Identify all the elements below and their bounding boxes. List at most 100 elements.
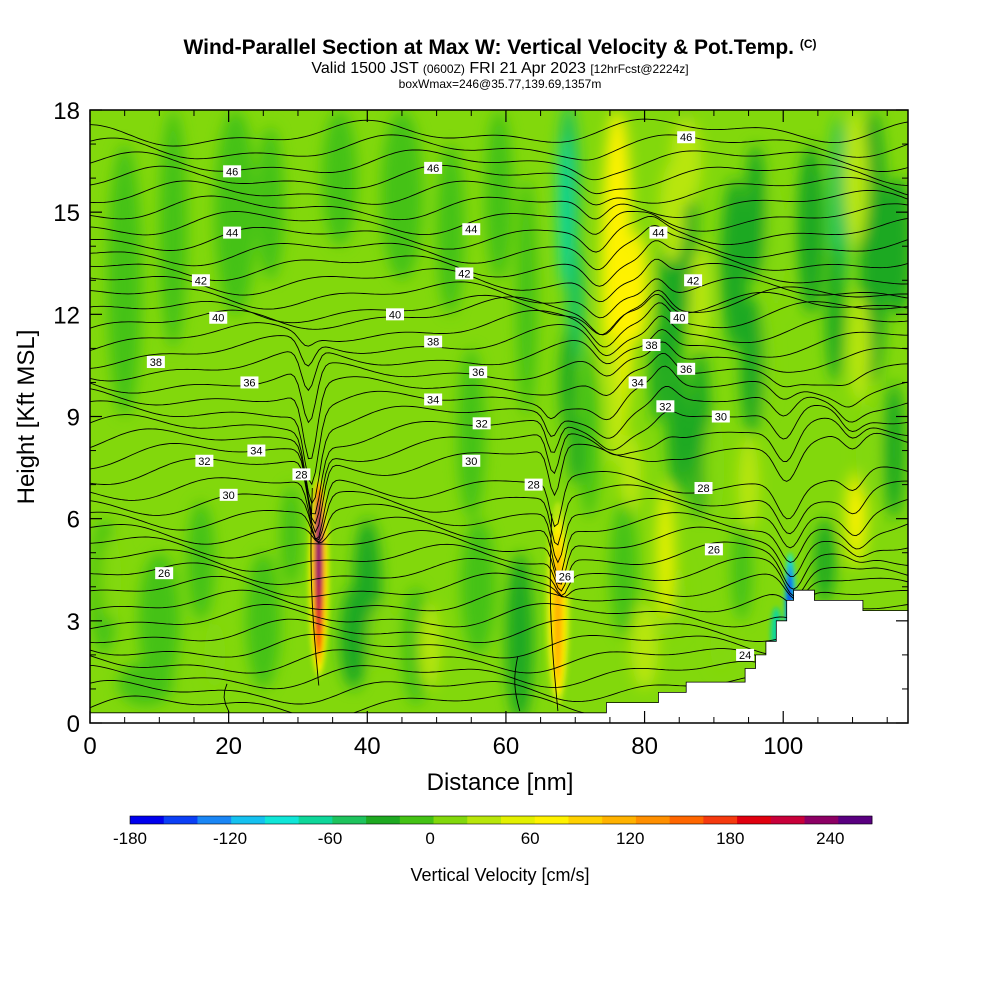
field-streak [245,552,281,689]
contour-label-text: 34 [250,446,262,458]
contour-label-text: 42 [195,275,207,287]
theta-contour [90,603,908,630]
theta-contour [90,134,908,161]
y-tick-label: 3 [67,609,80,636]
theta-contour [90,352,908,460]
contour-label: 26 [155,567,174,580]
contour-label: 36 [677,362,696,376]
contour-label-bg [195,454,214,467]
theta-contour [90,224,908,271]
contour-label-bg [386,308,405,321]
contour-label-bg [155,567,174,580]
contour-label: 40 [670,311,689,325]
contour-label-bg [555,570,574,583]
contour-label-bg [209,311,228,324]
contour-label: 24 [736,648,755,662]
contour-label-bg [146,356,165,369]
field-core [659,491,671,580]
colorbar: -180 -120 -60 0 60 120 180 240 [113,815,873,848]
theta-contour [90,258,908,303]
theta-contour [90,176,908,206]
colorbar-tick-label: 180 [716,829,744,848]
x-tick-label: 40 [354,733,381,760]
contour-label-text: 38 [427,337,439,349]
field-streak [457,348,486,519]
contour-label-bg [191,274,210,287]
colorbar-swatch [264,816,300,824]
contour-label-text: 46 [427,163,439,175]
field-streak [883,382,905,519]
contour-label-text: 40 [389,309,401,321]
chart-subtitle: Valid 1500 JST (0600Z) FRI 21 Apr 2023 [… [311,60,689,77]
colorbar-swatch [501,816,536,824]
contour-label-text: 34 [632,377,644,389]
contour-label-bg [694,482,713,495]
contour-label-text: 26 [559,572,571,584]
field-streak [117,661,174,706]
theta-contour [90,618,908,644]
box-max-info: boxWmax=246@35.77,139.69,1357m [398,77,602,91]
colorbar-frame [129,815,873,825]
field-core [689,246,711,349]
y-tick-label: 18 [53,98,80,125]
contour-label-text: 44 [652,228,664,240]
field-streak [381,110,423,281]
colorbar-swatch [838,816,873,824]
theta-contour [90,572,908,600]
theta-contour [90,432,908,534]
colorbar-swatch [433,816,468,824]
theta-contour-vertical [310,487,320,686]
field-streak [814,518,836,604]
contour-label-bg [670,311,689,324]
contour-label-text: 28 [697,483,709,495]
theta-contour [90,189,908,221]
colorbar-swatch [602,816,637,824]
colorbar-tick-label: -120 [213,829,247,848]
contour-label-bg [677,131,696,144]
theta-contour-vertical [514,656,521,712]
plot-area [90,110,908,723]
contour-label: 40 [209,311,228,325]
field-core [826,246,845,383]
contour-label: 34 [424,393,443,406]
contour-label: 44 [462,223,481,236]
contour-label-bg [455,267,474,280]
field-streak [256,127,285,281]
contour-label-bg [656,400,675,413]
field-streak [204,620,226,689]
colorbar-swatch [534,816,569,824]
contour-label-bg [292,468,311,481]
field-streak [419,603,441,689]
contour-label-bg [472,417,491,430]
contour-label-text: 30 [223,490,235,502]
contour-label-bg [677,362,696,375]
field-streak [505,552,534,723]
x-tick-label: 100 [763,733,803,760]
theta-contour [90,315,908,369]
x-axis-label: Distance [nm] [427,769,574,796]
terrain-profile [90,589,908,723]
contour-label: 42 [455,267,474,280]
chart-title: Wind-Parallel Section at Max W: Vertical… [183,36,817,59]
contour-label-text: 32 [198,456,210,468]
colorbar-swatch [130,816,165,824]
theta-contour [90,240,908,287]
y-axis-label: Height [Kft MSL] [13,330,40,505]
contour-label-text: 44 [226,228,238,240]
contour-label-bg [711,410,730,423]
field-core [740,297,764,434]
theta-contour [90,329,908,392]
theta-contour [90,587,908,613]
colorbar-tick-label: -180 [113,829,147,848]
x-tick-label: 60 [493,733,520,760]
contour-label: 32 [656,400,675,413]
y-tick-label: 12 [53,302,80,329]
contour-label-bg [736,648,755,661]
field-streak [710,620,732,672]
colorbar-swatch [298,816,333,824]
field-core [767,178,785,315]
contour-label: 28 [694,482,713,495]
contour-label-text: 30 [465,456,477,468]
contour-label: 46 [677,131,696,144]
contour-label: 32 [472,417,491,430]
